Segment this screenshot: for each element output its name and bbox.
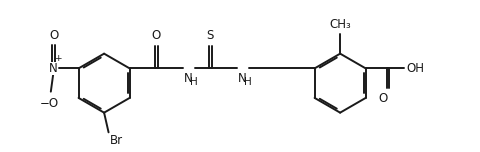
Text: O: O <box>152 29 161 42</box>
Text: O: O <box>378 92 387 105</box>
Text: OH: OH <box>406 62 424 75</box>
Text: −O: −O <box>39 97 59 110</box>
Text: N: N <box>184 72 192 85</box>
Text: H: H <box>191 77 198 87</box>
Text: N: N <box>49 62 58 75</box>
Text: S: S <box>206 29 214 42</box>
Text: O: O <box>49 29 58 42</box>
Text: +: + <box>54 54 62 63</box>
Text: Br: Br <box>110 134 123 147</box>
Text: N: N <box>238 72 246 85</box>
Text: H: H <box>244 77 252 87</box>
Text: CH₃: CH₃ <box>329 18 351 31</box>
